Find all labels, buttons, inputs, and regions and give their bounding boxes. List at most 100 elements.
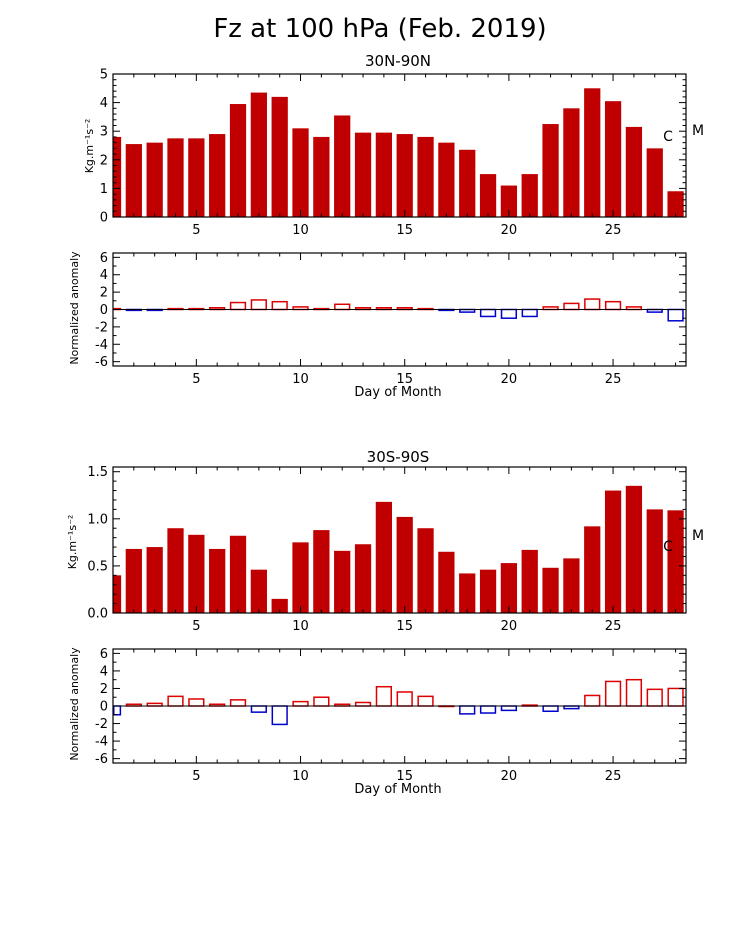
nh-anomaly-bar <box>563 302 580 311</box>
sh-flux-bar <box>146 547 163 613</box>
sh-flux-bar <box>229 535 247 613</box>
nh-flux-bar <box>292 128 309 217</box>
nh-anomaly-bar <box>229 301 247 311</box>
sh-flux-bar <box>375 501 392 613</box>
nh-flux-bar <box>646 148 663 217</box>
sh-flux-bar <box>625 485 643 613</box>
sh-flux-bar <box>417 528 434 613</box>
nh-marker-m: M <box>692 123 704 139</box>
sh-flux-chart: 5 10 15 20 25 0.0 0.5 1.0 1.5 <box>87 465 687 634</box>
nh-flux-bar <box>604 101 622 217</box>
nh-anomaly-bar <box>250 299 267 311</box>
nh-anomaly-bar <box>479 308 497 318</box>
nh-flux-ytick-label: 1 <box>100 182 108 197</box>
nh-flux-bar <box>584 88 601 217</box>
nh-flux-ytick-label: 2 <box>100 153 108 168</box>
panel-title-nh: 30N-90N <box>365 52 431 70</box>
nh-flux-ytick-label: 5 <box>100 68 108 83</box>
sh-anomaly-bar <box>417 695 434 707</box>
nh-flux-bar <box>313 136 330 217</box>
sh-flux-bar <box>209 548 226 613</box>
sh-anomaly-ytick-label: -6 <box>95 752 108 767</box>
nh-anomaly-bar <box>604 300 622 311</box>
nh-flux-xtick-label: 25 <box>605 223 622 238</box>
nh-xlabel: Day of Month <box>354 385 441 400</box>
sh-flux-bar <box>521 549 538 613</box>
sh-anomaly-ytick-label: -4 <box>95 735 108 750</box>
sh-anomaly-bar <box>479 705 497 714</box>
sh-flux-bar <box>584 526 601 613</box>
nh-flux-bar <box>354 132 372 217</box>
sh-flux-bar <box>479 569 497 613</box>
sh-flux-bar <box>438 551 455 613</box>
nh-anomaly-xtick-label: 5 <box>192 372 200 387</box>
nh-flux-bar <box>167 138 184 217</box>
sh-flux-bar <box>271 598 288 613</box>
nh-marker-c: C <box>663 129 673 145</box>
sh-anomaly-ytick-label: 6 <box>100 647 108 662</box>
nh-flux-ylabel: Kg.m⁻¹s⁻² <box>83 119 96 174</box>
nh-flux-bar <box>417 136 434 217</box>
nh-flux-bar <box>667 191 684 217</box>
sh-flux-xtick-label: 20 <box>501 619 518 634</box>
nh-flux-bar <box>271 96 288 217</box>
sh-flux-bar <box>354 544 372 613</box>
sh-anomaly-bar <box>292 700 309 707</box>
sh-flux-bar <box>563 558 580 613</box>
sh-flux-xtick-label: 10 <box>292 619 309 634</box>
sh-anomaly-bar <box>396 691 413 707</box>
nh-anomaly-ytick-label: 2 <box>100 286 108 301</box>
sh-flux-frame <box>112 466 687 614</box>
sh-anomaly-ytick-label: 4 <box>100 664 108 679</box>
sh-anomaly-xtick-label: 15 <box>396 769 413 784</box>
sh-flux-xtick-label: 5 <box>192 619 200 634</box>
sh-flux-bar <box>646 509 663 613</box>
sh-flux-ytick-label: 1.5 <box>87 465 108 480</box>
nh-anomaly-ytick-label: -6 <box>95 355 108 370</box>
sh-anomaly-ytick-label: 0 <box>100 700 108 715</box>
sh-flux-ylabel: Kg.m⁻¹s⁻² <box>66 515 79 570</box>
nh-flux-xtick-label: 15 <box>396 223 413 238</box>
sh-anomaly-bar <box>167 695 184 707</box>
sh-flux-xtick-label: 15 <box>396 619 413 634</box>
sh-anomaly-bar <box>229 699 247 707</box>
nh-anomaly-bar <box>334 303 351 311</box>
figure-title: Fz at 100 hPa (Feb. 2019) <box>213 14 546 44</box>
nh-flux-chart: 5 10 15 20 25 0 1 2 3 4 5 <box>100 68 687 238</box>
sh-anomaly-bar <box>500 705 518 712</box>
sh-flux-ytick-label: 0.5 <box>87 559 108 574</box>
nh-anomaly-bar <box>500 308 518 319</box>
nh-flux-bar <box>542 124 559 217</box>
sh-flux-bar <box>313 530 330 613</box>
nh-flux-ytick-label: 4 <box>100 96 108 111</box>
nh-anomaly-bar <box>521 308 538 318</box>
sh-flux-bar <box>188 534 205 613</box>
nh-anomaly-xtick-label: 10 <box>292 372 309 387</box>
sh-flux-bar <box>113 575 122 613</box>
sh-anomaly-bar <box>354 701 372 707</box>
nh-flux-bar <box>146 142 163 217</box>
sh-flux-bar <box>167 528 184 613</box>
nh-flux-bar <box>229 104 247 217</box>
nh-flux-xtick-label: 5 <box>192 223 200 238</box>
sh-flux-bar <box>250 569 267 613</box>
sh-flux-xtick-label: 25 <box>605 619 622 634</box>
nh-flux-bar <box>250 92 267 217</box>
sh-anomaly-bar <box>459 705 476 715</box>
sh-anomaly-bar <box>113 705 122 716</box>
sh-anomaly-xtick-label: 25 <box>605 769 622 784</box>
sh-anomaly-bar <box>584 694 601 707</box>
sh-anomaly-ytick-label: -2 <box>95 717 108 732</box>
sh-xlabel: Day of Month <box>354 782 441 797</box>
sh-anomaly-xtick-label: 20 <box>501 769 518 784</box>
sh-flux-bar <box>396 516 413 613</box>
nh-anomaly-bar <box>271 300 288 311</box>
nh-anomaly-ytick-label: -2 <box>95 320 108 335</box>
nh-anomaly-ytick-label: 4 <box>100 268 108 283</box>
nh-flux-bar <box>438 142 455 217</box>
sh-flux-bar <box>604 490 622 613</box>
sh-flux-bar <box>334 550 351 613</box>
nh-anomaly-ytick-label: -4 <box>95 338 108 353</box>
sh-anomaly-bar <box>667 687 684 707</box>
